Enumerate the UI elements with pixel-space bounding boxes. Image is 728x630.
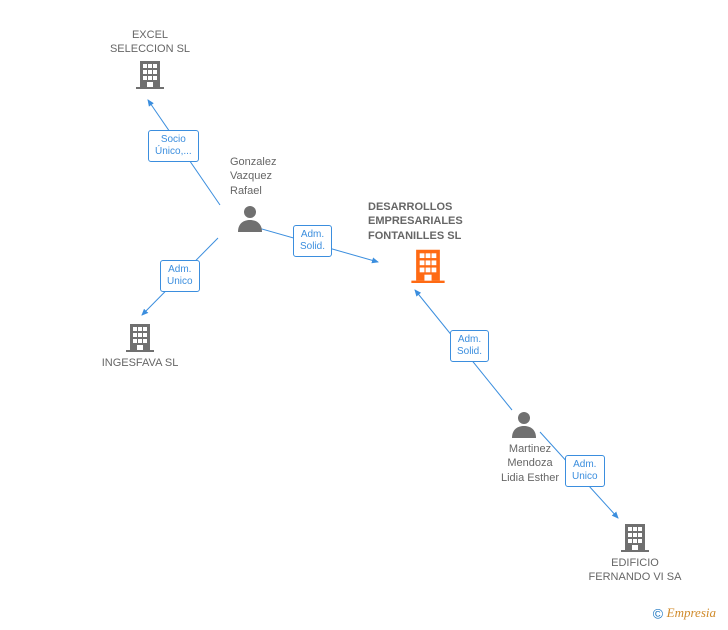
edge-label[interactable]: Adm. Unico — [160, 260, 200, 292]
node-ingesfava[interactable]: INGESFAVA SL — [90, 320, 190, 370]
person-icon — [510, 410, 538, 438]
node-edificio[interactable]: EDIFICIO FERNANDO VI SA — [575, 520, 695, 585]
node-edificio-label: EDIFICIO FERNANDO VI SA — [575, 556, 695, 585]
node-gonzalez-label: Gonzalez Vazquez Rafael — [230, 155, 290, 198]
person-icon — [236, 204, 264, 232]
edge-label[interactable]: Adm. Solid. — [450, 330, 489, 362]
node-ingesfava-label: INGESFAVA SL — [90, 356, 190, 370]
node-desarrollos-label: DESARROLLOS EMPRESARIALES FONTANILLES SL — [368, 200, 518, 243]
watermark-brand: Empresia — [667, 605, 716, 620]
node-excel-label: EXCEL SELECCION SL — [100, 28, 200, 57]
node-desarrollos[interactable]: DESARROLLOS EMPRESARIALES FONTANILLES SL — [338, 200, 518, 283]
copyright-icon: © — [653, 606, 663, 622]
building-icon — [619, 520, 651, 552]
edge-label[interactable]: Socio Único,... — [148, 130, 199, 162]
node-excel[interactable]: EXCEL SELECCION SL — [100, 28, 200, 89]
watermark: © Empresia — [653, 605, 716, 622]
building-icon — [124, 320, 156, 352]
building-icon — [409, 245, 447, 283]
edge-label[interactable]: Adm. Solid. — [293, 225, 332, 257]
edge-label[interactable]: Adm. Unico — [565, 455, 605, 487]
node-gonzalez[interactable]: Gonzalez Vazquez Rafael — [210, 155, 290, 232]
building-icon — [134, 57, 166, 89]
